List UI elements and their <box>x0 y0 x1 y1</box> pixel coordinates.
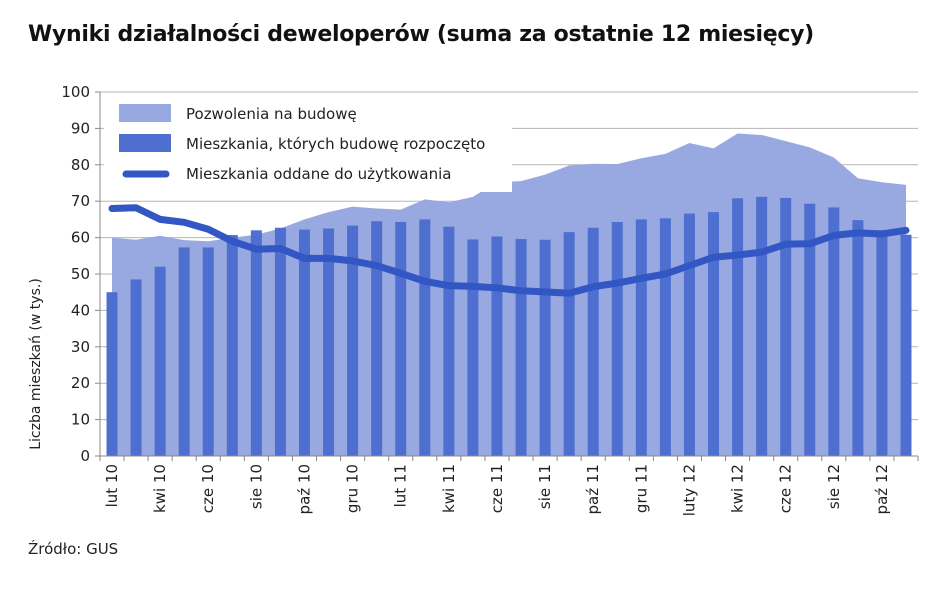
bar <box>250 230 262 456</box>
legend-box <box>104 94 512 192</box>
x-tick-label: lut 10 <box>103 464 121 507</box>
bar <box>491 236 503 456</box>
x-tick-label: gru 11 <box>632 464 650 513</box>
y-tick-label: 100 <box>61 83 90 101</box>
line-series-oddane <box>108 204 910 297</box>
x-tick-label: cze 12 <box>777 464 795 513</box>
bar <box>876 230 888 456</box>
y-tick-label: 60 <box>71 229 90 247</box>
bar <box>202 247 214 456</box>
y-tick-label: 0 <box>80 447 90 465</box>
bar <box>347 225 359 456</box>
x-tick-label: gru 10 <box>344 464 362 513</box>
bar <box>467 239 479 456</box>
bar <box>371 221 383 456</box>
x-tick-label: cze 10 <box>199 464 217 513</box>
bar <box>130 279 142 456</box>
legend-swatch <box>119 134 171 152</box>
bar <box>395 221 407 456</box>
bar <box>443 226 455 456</box>
y-axis-label: Liczba mieszkań (w tys.) <box>28 278 44 450</box>
x-tick-label: paź 10 <box>295 464 313 514</box>
chart-title: Wyniki działalności deweloperów (suma za… <box>28 22 814 47</box>
bar <box>732 198 744 456</box>
bar <box>323 228 335 456</box>
bar <box>900 234 912 456</box>
bar <box>298 229 310 456</box>
bar <box>635 219 647 456</box>
legend-label: Mieszkania oddane do użytkowania <box>186 165 451 183</box>
bar <box>539 239 551 456</box>
legend-swatch <box>119 104 171 122</box>
bar <box>226 235 238 456</box>
bar <box>828 207 840 456</box>
x-tick-label: kwi 11 <box>440 464 458 513</box>
x-tick-label: lut 11 <box>392 464 410 507</box>
bar <box>274 227 286 456</box>
x-tick-label: kwi 10 <box>151 464 169 513</box>
y-tick-label: 10 <box>71 411 90 429</box>
x-tick-label: cze 11 <box>488 464 506 513</box>
x-tick-label: sie 11 <box>536 464 554 509</box>
bar <box>419 219 431 456</box>
bar <box>780 197 792 456</box>
bar <box>708 212 720 456</box>
bar <box>154 266 166 456</box>
bar <box>106 292 118 456</box>
bar <box>515 239 527 456</box>
bar <box>178 247 190 456</box>
y-tick-label: 20 <box>71 374 90 392</box>
bar <box>683 213 695 456</box>
y-tick-label: 40 <box>71 301 90 319</box>
bar <box>804 203 816 456</box>
bar <box>756 196 768 456</box>
x-tick-label: kwi 12 <box>729 464 747 513</box>
source-note: Źródło: GUS <box>28 540 119 558</box>
bar <box>611 221 623 456</box>
y-tick-label: 30 <box>71 338 90 356</box>
bar <box>852 220 864 456</box>
x-tick-label: sie 10 <box>247 464 265 509</box>
bar <box>659 218 671 456</box>
y-tick-label: 70 <box>71 192 90 210</box>
legend-label: Mieszkania, których budowę rozpoczęto <box>186 135 485 153</box>
y-tick-label: 80 <box>71 156 90 174</box>
x-tick-label: luty 12 <box>680 464 698 516</box>
y-tick-label: 50 <box>71 265 90 283</box>
x-tick-label: paź 12 <box>873 464 891 514</box>
x-tick-label: paź 11 <box>584 464 602 514</box>
x-tick-label: sie 12 <box>825 464 843 509</box>
bar <box>563 232 575 456</box>
area-series-pozwolenia <box>112 133 906 456</box>
y-tick-label: 90 <box>71 119 90 137</box>
legend-label: Pozwolenia na budowę <box>186 105 357 123</box>
bar <box>587 227 599 456</box>
